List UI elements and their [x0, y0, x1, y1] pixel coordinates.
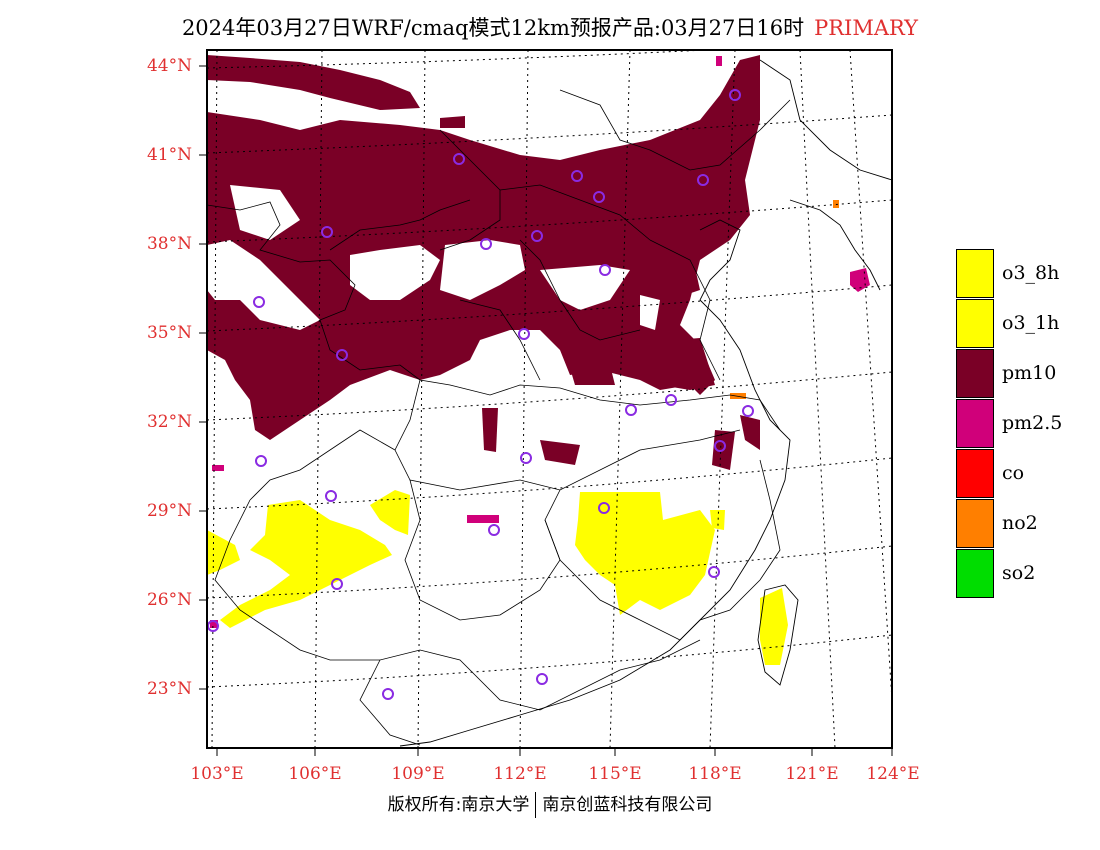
legend-swatch: [956, 549, 994, 598]
lat-label-41: 41°N: [146, 145, 192, 165]
lon-label-106: 106°E: [288, 764, 342, 784]
lon-label-115: 115°E: [588, 764, 642, 784]
legend-label: pm2.5: [1002, 412, 1063, 434]
lat-label-26: 26°N: [146, 590, 192, 610]
lon-label-118: 118°E: [688, 764, 742, 784]
title-main: 2024年03月27日WRF/cmaq模式12km预报产品:03月27日16时: [181, 16, 805, 40]
legend-label: o3_1h: [1002, 312, 1060, 334]
legend-swatch: [956, 349, 994, 398]
lat-label-32: 32°N: [146, 412, 192, 432]
pm25-spots: [210, 56, 870, 628]
legend-swatch: [956, 299, 994, 348]
legend-label: pm10: [1002, 362, 1057, 384]
lat-label-29: 29°N: [146, 501, 192, 521]
legend-swatch: [956, 399, 994, 448]
lon-label-103: 103°E: [190, 764, 244, 784]
clear-areas: [207, 185, 660, 330]
o3-regions: [207, 490, 788, 665]
no2-spots: [730, 200, 839, 399]
legend-swatch: [956, 249, 994, 298]
legend-label: o3_8h: [1002, 262, 1060, 284]
copyright-left: 版权所有:南京大学: [387, 795, 530, 815]
legend-label: co: [1002, 462, 1025, 484]
footer-separator: [535, 792, 537, 818]
lat-label-35: 35°N: [146, 323, 192, 343]
coastline: [399, 59, 892, 747]
title-tag: PRIMARY: [814, 16, 919, 40]
lon-label-124: 124°E: [866, 764, 920, 784]
map-frame: [206, 49, 893, 749]
legend-label: no2: [1002, 512, 1038, 534]
copyright-footer: 版权所有:南京大学 南京创蓝科技有限公司: [0, 790, 1100, 818]
copyright-right: 南京创蓝科技有限公司: [542, 795, 713, 815]
legend-label: so2: [1002, 562, 1036, 584]
lat-label-23: 23°N: [146, 679, 192, 699]
monitoring-stations: [207, 89, 754, 700]
tick-marks: [199, 65, 893, 756]
lon-label-109: 109°E: [391, 764, 445, 784]
legend-swatch: [956, 499, 994, 548]
map-title: 2024年03月27日WRF/cmaq模式12km预报产品:03月27日16时 P…: [0, 12, 1100, 42]
lat-lon-grid: [207, 50, 892, 748]
lon-label-121: 121°E: [785, 764, 839, 784]
lon-label-112: 112°E: [493, 764, 547, 784]
lat-label-38: 38°N: [146, 234, 192, 254]
legend-swatch: [956, 449, 994, 498]
lat-label-44: 44°N: [146, 56, 192, 76]
